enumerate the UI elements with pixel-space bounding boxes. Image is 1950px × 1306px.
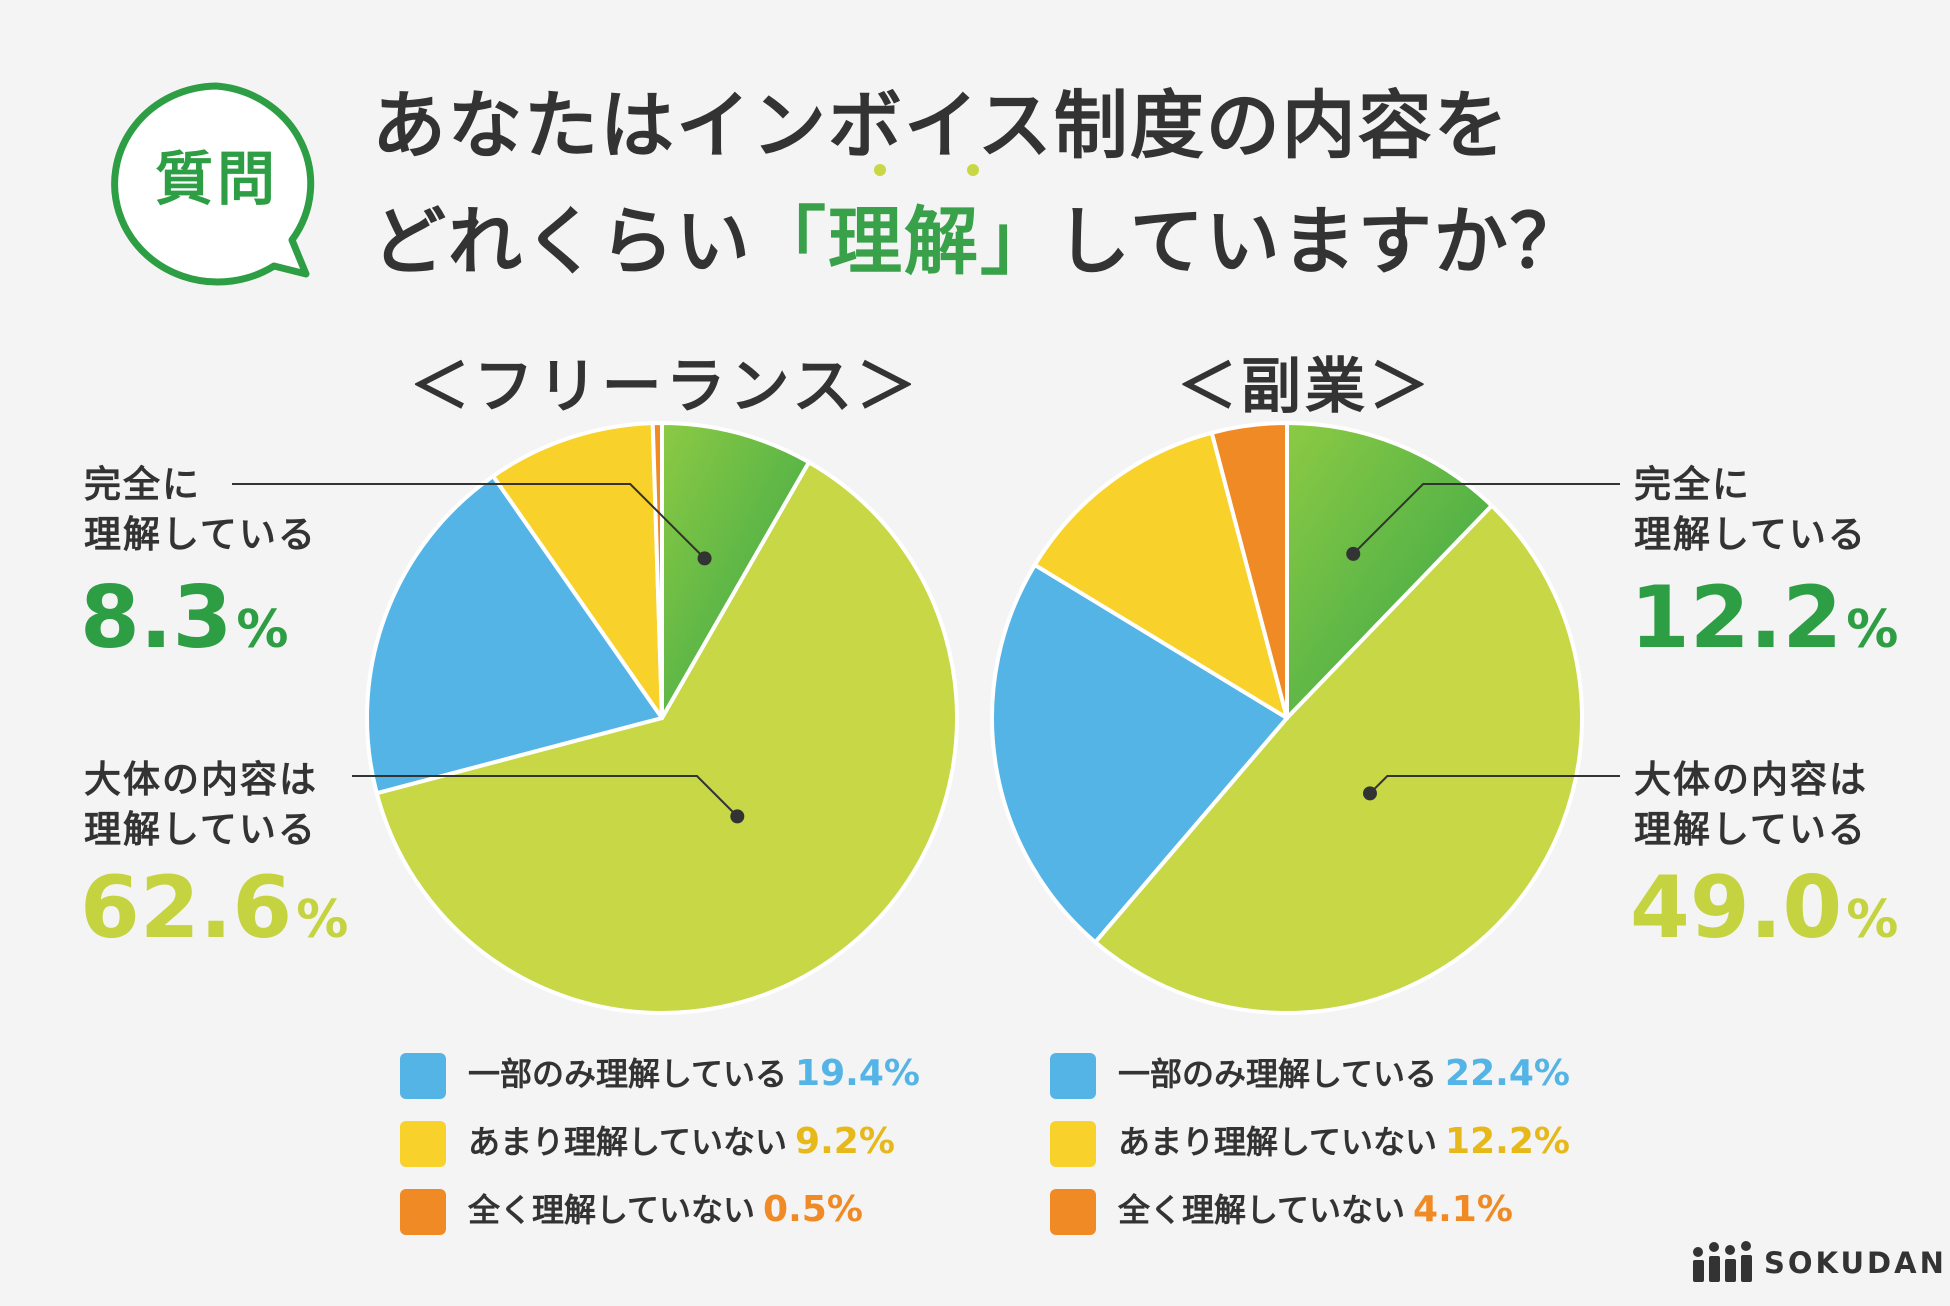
left-full-number: 8.3 (80, 568, 233, 668)
left-full-label: 完全に 理解している (84, 460, 317, 560)
right-full-number: 12.2 (1630, 568, 1843, 668)
legend-swatch-partial (1050, 1053, 1096, 1099)
legend-value: 0.5% (763, 1189, 863, 1230)
pie-freelance (365, 421, 959, 1015)
sokudan-logo: SOKUDAN (1690, 1240, 1947, 1290)
legend-label: あまり理解していない (468, 1123, 788, 1161)
right-full-label-line1: 完全に (1634, 463, 1751, 506)
slice-none (1209, 421, 1289, 720)
leader-right-general-dot (1362, 786, 1377, 801)
leader-right-full-dot (1346, 546, 1361, 561)
legend-right-little: あまり理解していない 12.2% (1050, 1118, 1570, 1167)
left-full-value: 8.3% (80, 575, 288, 661)
slice-full (1285, 421, 1494, 720)
chart-title-sidejob: ＜副業＞ (1177, 352, 1433, 422)
legend-label: 全く理解していない (468, 1191, 756, 1229)
left-full-pct: % (236, 600, 289, 660)
page-title-line2: どれくらい「理解」していますか？ (372, 182, 1586, 289)
legend-swatch-partial (400, 1053, 446, 1099)
right-general-label: 大体の内容は 理解している (1634, 755, 1868, 855)
pie-sidejob (990, 421, 1584, 1015)
slice-none (650, 421, 664, 720)
slice-little (491, 421, 664, 720)
slice-partial (990, 562, 1289, 945)
legend-label: 全く理解していない (1118, 1191, 1406, 1229)
emphasis-dots (874, 164, 979, 176)
left-general-number: 62.6 (80, 858, 293, 958)
legend-right-none: 全く理解していない 4.1% (1050, 1186, 1513, 1235)
right-full-label-line2: 理解している (1634, 513, 1867, 556)
slice-little (1032, 430, 1289, 720)
legend-value: 4.1% (1413, 1189, 1513, 1230)
title-line2-pre: どれくらい (372, 199, 752, 285)
question-bubble-icon (111, 82, 315, 286)
legend-left-partial: 一部のみ理解している 19.4% (400, 1050, 920, 1099)
leader-left-general-dot (730, 809, 745, 824)
right-full-value: 12.2% (1630, 575, 1898, 661)
slice-general (374, 460, 959, 1015)
legend-value: 9.2% (795, 1121, 895, 1162)
legend-swatch-none (400, 1189, 446, 1235)
legend-label: 一部のみ理解している (468, 1055, 788, 1093)
right-full-label: 完全に 理解している (1634, 460, 1867, 560)
leader-right-full-line (1352, 483, 1620, 555)
left-full-label-line2: 理解している (84, 513, 317, 556)
legend-swatch-little (1050, 1121, 1096, 1167)
legend-swatch-none (1050, 1189, 1096, 1235)
left-general-value: 62.6% (80, 865, 348, 951)
right-general-value: 49.0% (1630, 865, 1898, 951)
slice-general (1093, 503, 1584, 1015)
slice-full (660, 421, 811, 720)
sokudan-logo-text: SOKUDAN (1764, 1246, 1947, 1280)
right-general-number: 49.0 (1630, 858, 1843, 958)
leader-left-general-line (352, 775, 739, 818)
legend-value: 22.4% (1445, 1053, 1570, 1094)
right-general-label-line1: 大体の内容は (1634, 758, 1868, 801)
legend-value: 12.2% (1445, 1121, 1570, 1162)
question-badge: 質問 (154, 145, 279, 213)
title-highlight: 「理解」 (752, 199, 1056, 285)
sokudan-logo-icon (1693, 1241, 1752, 1282)
title-line2-post: していますか？ (1056, 199, 1586, 285)
legend-left-little: あまり理解していない 9.2% (400, 1118, 895, 1167)
slice-partial (365, 474, 664, 796)
legend-label: 一部のみ理解している (1118, 1055, 1438, 1093)
legend-label: あまり理解していない (1118, 1123, 1438, 1161)
page-title-line1: あなたはインボイス制度の内容を (372, 83, 1510, 169)
left-full-label-line1: 完全に (84, 463, 201, 506)
leader-left-full-line (232, 483, 706, 560)
legend-swatch-little (400, 1121, 446, 1167)
chart-title-freelance: ＜フリーランス＞ (409, 352, 921, 422)
leader-left-full-dot (697, 551, 712, 566)
legend-right-partial: 一部のみ理解している 22.4% (1050, 1050, 1570, 1099)
right-full-pct: % (1846, 600, 1899, 660)
leader-right-general-line (1369, 775, 1620, 795)
legend-value: 19.4% (795, 1053, 920, 1094)
leader-lines (232, 483, 1620, 824)
left-general-label-line2: 理解している (84, 808, 317, 851)
left-general-label-line1: 大体の内容は (84, 758, 318, 801)
left-general-pct: % (296, 890, 349, 950)
legend-left-none: 全く理解していない 0.5% (400, 1186, 863, 1235)
left-general-label: 大体の内容は 理解している (84, 755, 318, 855)
right-general-pct: % (1846, 890, 1899, 950)
right-general-label-line2: 理解している (1634, 808, 1867, 851)
